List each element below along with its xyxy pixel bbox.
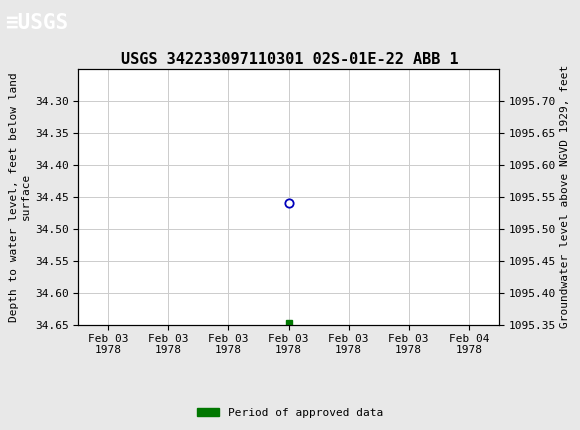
Text: USGS 342233097110301 02S-01E-22 ABB 1: USGS 342233097110301 02S-01E-22 ABB 1 (121, 52, 459, 67)
Text: ≡USGS: ≡USGS (5, 12, 68, 33)
Y-axis label: Depth to water level, feet below land
surface: Depth to water level, feet below land su… (9, 72, 31, 322)
Y-axis label: Groundwater level above NGVD 1929, feet: Groundwater level above NGVD 1929, feet (560, 65, 570, 329)
Legend: Period of approved data: Period of approved data (193, 403, 387, 422)
